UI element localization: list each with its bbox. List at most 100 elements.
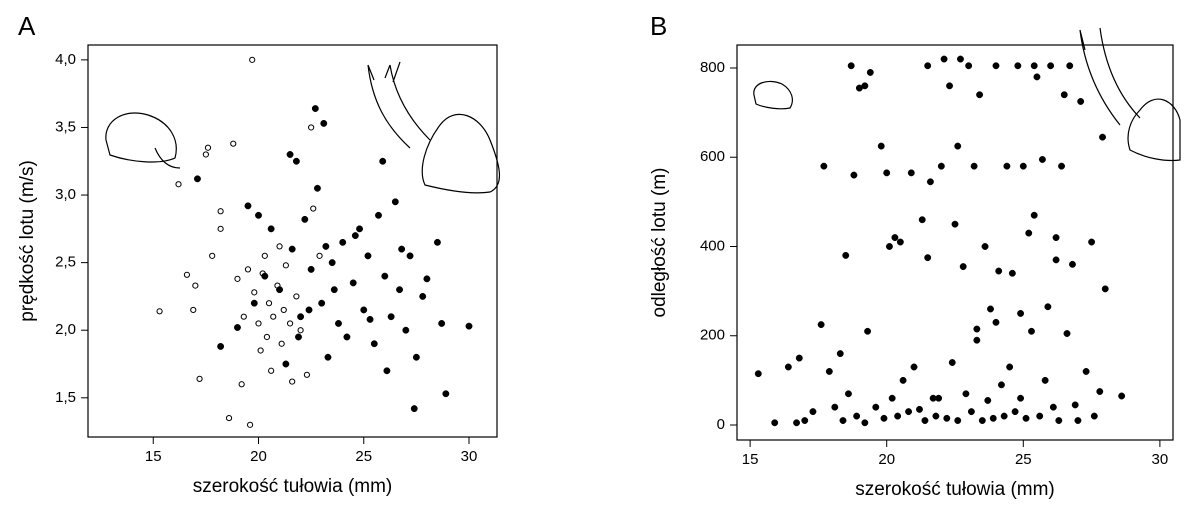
- point: [924, 254, 932, 262]
- point: [1090, 412, 1098, 420]
- x-tick-label: 30: [461, 448, 478, 465]
- point: [937, 162, 945, 170]
- y-tick-label: 600: [700, 148, 725, 165]
- point: [305, 306, 313, 314]
- x-tick-label: 20: [878, 451, 895, 468]
- point: [926, 178, 934, 186]
- point: [967, 408, 975, 416]
- point: [1101, 285, 1109, 293]
- open-point: [276, 243, 283, 250]
- point: [1071, 401, 1079, 409]
- point: [349, 279, 357, 287]
- open-point: [268, 367, 275, 374]
- point: [992, 62, 1000, 70]
- open-point: [204, 144, 212, 151]
- point: [1055, 417, 1063, 424]
- open-point: [310, 205, 317, 212]
- point: [383, 367, 391, 375]
- point: [943, 414, 951, 422]
- beetle-small: [105, 80, 793, 169]
- open-point: [293, 293, 300, 300]
- point: [959, 263, 967, 271]
- point: [1008, 269, 1016, 277]
- point: [255, 211, 262, 219]
- point: [1082, 368, 1090, 375]
- point: [328, 259, 336, 267]
- open-point: [278, 340, 285, 347]
- point: [398, 245, 406, 253]
- point: [297, 313, 305, 321]
- x-tick-label: 15: [145, 448, 162, 465]
- point: [754, 370, 762, 378]
- open-point: [209, 252, 216, 259]
- point: [320, 119, 328, 127]
- open-point: [192, 282, 199, 289]
- point: [905, 408, 913, 416]
- point: [1060, 91, 1068, 99]
- point: [850, 171, 858, 179]
- point: [836, 350, 844, 358]
- open-point: [255, 320, 262, 327]
- point: [295, 333, 302, 341]
- point: [997, 381, 1005, 389]
- point: [845, 390, 852, 398]
- point: [872, 403, 880, 411]
- y-tick-label: 3,0: [55, 186, 76, 203]
- point: [801, 417, 809, 424]
- point: [957, 55, 964, 63]
- point: [1052, 234, 1060, 242]
- open-point: [240, 313, 247, 320]
- point: [951, 220, 959, 228]
- point: [360, 306, 368, 314]
- point: [465, 322, 473, 330]
- point: [853, 412, 861, 420]
- point: [995, 267, 1003, 275]
- x-axis-title: szerokość tułowia (mm): [193, 476, 393, 497]
- open-point: [190, 306, 197, 314]
- x-tick-label: 15: [742, 451, 759, 468]
- point: [292, 157, 300, 165]
- y-axis-title: prędkość lotu (m/s): [17, 160, 38, 322]
- open-point: [230, 140, 237, 147]
- point: [1096, 388, 1104, 395]
- point: [1088, 238, 1096, 246]
- y-tick-label: 2,0: [55, 321, 76, 338]
- point: [244, 202, 252, 210]
- point: [825, 368, 833, 375]
- point: [343, 333, 351, 341]
- open-point: [183, 271, 191, 278]
- point: [1066, 62, 1074, 70]
- point: [1017, 309, 1025, 317]
- point: [381, 272, 389, 280]
- point: [907, 169, 915, 177]
- point: [442, 390, 450, 398]
- plot-frame: [87, 44, 498, 438]
- y-tick-label: 1,5: [55, 389, 76, 406]
- point: [883, 169, 891, 177]
- open-point: [257, 347, 264, 354]
- point: [847, 62, 855, 70]
- point: [861, 82, 869, 90]
- open-point: [196, 375, 203, 382]
- point: [322, 242, 330, 250]
- point: [1028, 327, 1035, 335]
- y-tick-label: 3,5: [55, 118, 76, 135]
- point: [784, 363, 792, 371]
- point: [954, 142, 962, 150]
- open-point: [234, 275, 241, 282]
- open-point: [261, 252, 268, 259]
- panel-label: A: [18, 11, 36, 41]
- point: [301, 215, 309, 223]
- x-tick-label: 25: [355, 448, 372, 465]
- point: [387, 313, 395, 321]
- open-point: [286, 320, 294, 327]
- point: [954, 417, 962, 424]
- open-point: [265, 300, 273, 307]
- x-axis-title: szerokość tułowia (mm): [855, 479, 1055, 500]
- point: [313, 184, 321, 192]
- point: [921, 417, 929, 424]
- open-point: [316, 252, 323, 259]
- point: [864, 327, 872, 335]
